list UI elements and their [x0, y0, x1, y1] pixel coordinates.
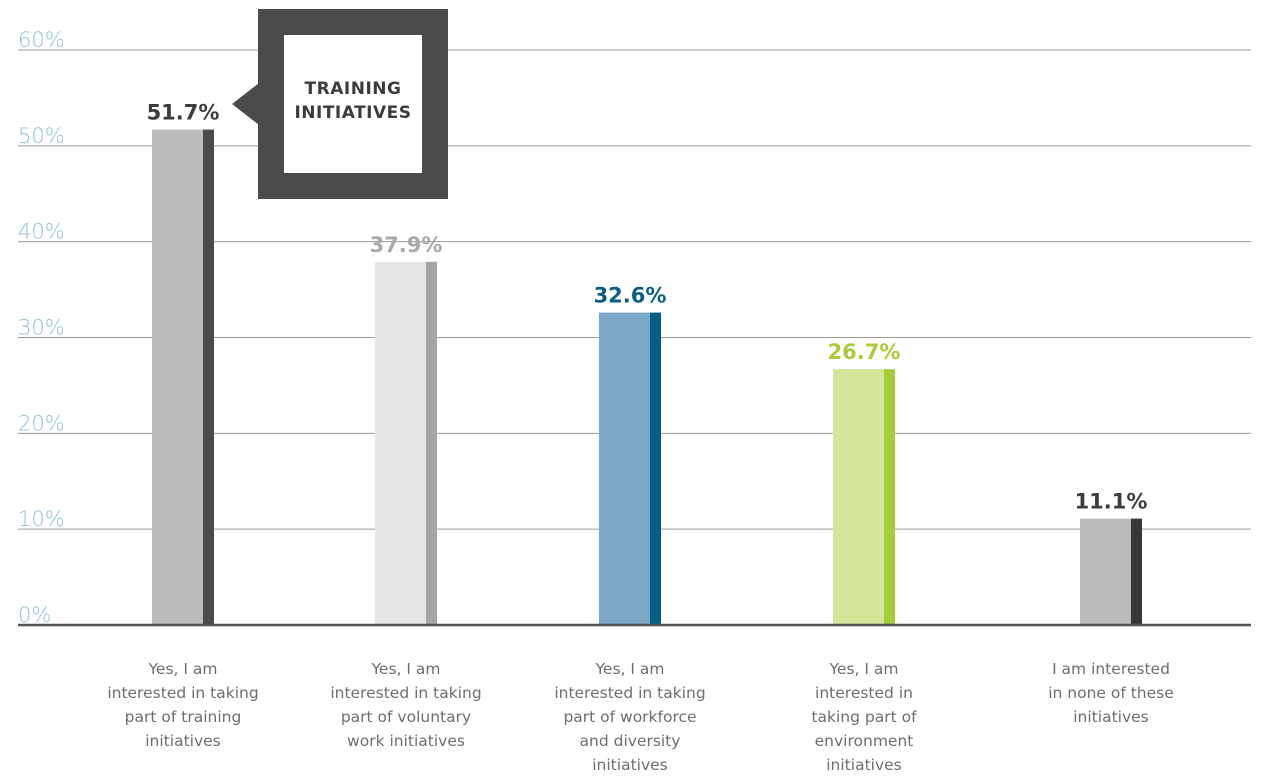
y-tick-label: 40%	[18, 220, 65, 244]
value-label: 51.7%	[147, 101, 220, 125]
x-tick-label: Yes, I am interested in taking part of t…	[107, 660, 259, 750]
y-tick-label: 60%	[18, 28, 65, 52]
bar	[152, 129, 203, 625]
x-tick-label: Yes, I am interested in taking part of w…	[554, 660, 706, 774]
y-tick-label: 30%	[18, 316, 65, 340]
bar-edge	[203, 129, 214, 625]
y-tick-label: 50%	[18, 124, 65, 148]
y-tick-label: 0%	[18, 603, 51, 627]
x-tick-label: Yes, I am interested in taking part of e…	[811, 660, 917, 774]
bar	[1080, 518, 1131, 625]
bar	[833, 369, 884, 625]
value-label: 11.1%	[1075, 490, 1148, 514]
bar-edge	[650, 312, 661, 625]
callout-inner: TRAINING INITIATIVES	[284, 35, 422, 173]
value-label: 26.7%	[828, 340, 901, 364]
bar-edge	[426, 261, 437, 625]
bar	[375, 261, 426, 625]
callout-box: TRAINING INITIATIVES	[258, 9, 448, 199]
x-tick-label: Yes, I am interested in taking part of v…	[330, 660, 482, 750]
callout-text: TRAINING INITIATIVES	[294, 79, 412, 123]
bar-edge	[1131, 518, 1142, 625]
x-tick-label: I am interested in none of these initiat…	[1048, 660, 1174, 726]
y-tick-label: 20%	[18, 411, 65, 435]
value-label: 32.6%	[594, 284, 667, 308]
callout-pointer	[232, 83, 259, 125]
bar	[599, 312, 650, 625]
bar-edge	[884, 369, 895, 625]
value-label: 37.9%	[370, 233, 443, 257]
y-tick-label: 10%	[18, 507, 65, 531]
